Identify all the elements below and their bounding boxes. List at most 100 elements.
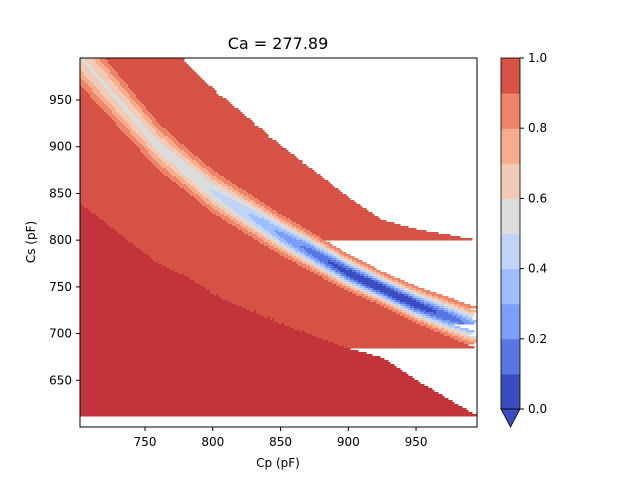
y-tick-label: 800: [49, 233, 72, 247]
contour-cell: [428, 300, 433, 303]
contour-cell: [226, 208, 233, 211]
contour-cell: [408, 296, 413, 299]
contour-cell: [390, 302, 393, 305]
contour-cell: [188, 192, 195, 195]
contour-cell: [280, 240, 287, 243]
contour-cell: [306, 232, 313, 235]
contour-cell: [384, 294, 389, 297]
contour-cell: [124, 88, 131, 91]
contour-cell: [150, 124, 155, 127]
contour-cell: [380, 272, 387, 275]
contour-cell: [118, 118, 125, 121]
contour-cell: [210, 190, 217, 193]
contour-cell: [300, 256, 305, 259]
contour-cell: [368, 266, 375, 269]
contour-cell: [372, 278, 377, 281]
contour-cell: [384, 306, 391, 309]
contour-cell: [172, 162, 187, 165]
contour-cell: [298, 234, 303, 237]
colorbar-segment: [501, 93, 520, 129]
contour-cell: [196, 188, 201, 191]
contour-cell: [80, 398, 449, 401]
contour-cell: [194, 168, 201, 171]
contour-cell: [366, 284, 383, 287]
contour-cell: [420, 292, 427, 295]
contour-cell: [96, 62, 103, 65]
contour-cell: [138, 98, 227, 101]
contour-cell: [434, 306, 441, 309]
contour-cell: [352, 284, 357, 287]
contour-cell: [162, 132, 171, 135]
contour-cell: [104, 64, 111, 67]
contour-cell: [338, 252, 341, 255]
contour-cell: [454, 326, 461, 329]
contour-cell: [124, 94, 131, 97]
colorbar-tick-label: 0.8: [528, 121, 547, 135]
contour-cell: [360, 272, 365, 275]
contour-cell: [156, 154, 163, 157]
contour-cell: [410, 308, 415, 311]
contour-cell: [230, 210, 235, 213]
contour-cell: [246, 228, 253, 231]
contour-cell: [460, 330, 467, 333]
contour-cell: [292, 244, 311, 247]
contour-cell: [80, 60, 83, 63]
contour-cell: [80, 348, 351, 351]
contour-cell: [274, 230, 279, 233]
contour-cell: [398, 292, 403, 295]
contour-cell: [390, 286, 395, 289]
contour-cell: [270, 316, 405, 319]
contour-cell: [178, 146, 187, 149]
contour-cell: [236, 184, 333, 187]
contour-cell: [324, 248, 327, 251]
contour-cell: [226, 190, 233, 193]
contour-cell: [306, 238, 311, 241]
contour-cell: [420, 298, 425, 301]
contour-cell: [142, 122, 149, 125]
contour-cell: [344, 276, 347, 279]
contour-cell: [92, 72, 97, 75]
contour-cell: [252, 218, 265, 221]
contour-cell: [106, 104, 113, 107]
contour-cell: [342, 284, 347, 287]
contour-cell: [112, 96, 119, 99]
contour-cell: [298, 232, 303, 235]
contour-cell: [430, 304, 435, 307]
contour-cell: [122, 234, 249, 237]
contour-cell: [284, 222, 291, 225]
contour-cell: [302, 240, 307, 243]
contour-cell: [136, 94, 219, 97]
contour-cell: [270, 318, 273, 321]
contour-cell: [256, 228, 261, 231]
contour-cell: [386, 296, 389, 299]
contour-cell: [402, 286, 407, 289]
contour-cell: [98, 216, 221, 219]
contour-cell: [110, 226, 237, 229]
contour-cell: [282, 322, 285, 325]
contour-cell: [238, 212, 259, 215]
contour-cell: [80, 82, 87, 85]
contour-cell: [364, 266, 369, 269]
contour-cell: [334, 266, 343, 269]
contour-cell: [270, 222, 277, 225]
contour-cell: [332, 274, 335, 277]
contour-cell: [390, 300, 395, 303]
contour-cell: [132, 242, 261, 245]
contour-cell: [460, 318, 467, 321]
contour-cell: [124, 132, 131, 135]
contour-cell: [404, 290, 409, 293]
contour-cell: [80, 264, 163, 267]
contour-cell: [272, 236, 277, 239]
colorbar-extend-arrow: [500, 408, 521, 428]
contour-cell: [394, 304, 397, 307]
contour-cell: [306, 332, 441, 335]
contour-cell: [198, 186, 221, 189]
contour-cell: [316, 242, 321, 245]
contour-cell: [80, 262, 159, 265]
contour-cell: [276, 244, 281, 247]
contour-cell: [292, 226, 297, 229]
contour-cell: [80, 272, 179, 275]
contour-cell: [460, 328, 469, 331]
contour-cell: [350, 280, 355, 283]
contour-cell: [444, 324, 449, 327]
